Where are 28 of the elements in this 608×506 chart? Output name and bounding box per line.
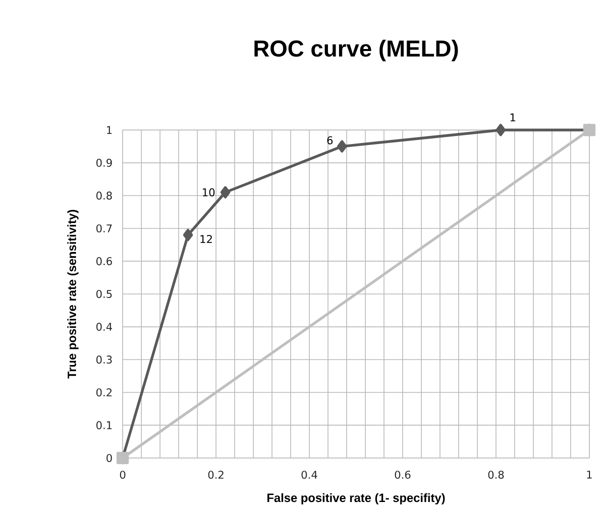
y-tick-label: 0.1 [96, 421, 112, 430]
y-tick-label: 0.9 [96, 158, 112, 167]
x-tick-label: 0 [120, 470, 126, 479]
y-tick-label: 0.2 [96, 388, 112, 396]
y-tick-label: 0.5 [96, 290, 112, 298]
y-tick-label: 0.8 [96, 192, 112, 200]
y-tick-label: 1 [107, 126, 112, 134]
x-tick-label: 0.4 [302, 470, 318, 479]
annotation: 12 [200, 234, 212, 243]
x-axis-title: False positive rate (1- specifity) [267, 493, 445, 504]
annotation: 6 [327, 136, 333, 144]
point [496, 124, 506, 136]
point [183, 228, 193, 242]
x-tick-label: 1 [587, 470, 592, 478]
y-axis-title: True positive rate (sensitivity) [67, 210, 79, 379]
annotation: 1 [510, 114, 516, 122]
y-tick-label: 0.3 [96, 356, 112, 364]
x-tick-label: 0.8 [488, 470, 504, 479]
x-tick-label: 0.6 [394, 470, 410, 479]
y-tick-label: 0 [106, 454, 112, 462]
x-tick-label: 0.2 [208, 470, 224, 479]
chart-title: ROC curve (MELD) [254, 40, 458, 62]
annotation: 10 [202, 188, 215, 196]
y-tick-label: 0.6 [96, 257, 112, 266]
point [337, 140, 347, 153]
y-tick-label: 0.7 [96, 224, 112, 232]
point [220, 186, 230, 198]
y-tick-label: 0.4 [96, 322, 112, 331]
